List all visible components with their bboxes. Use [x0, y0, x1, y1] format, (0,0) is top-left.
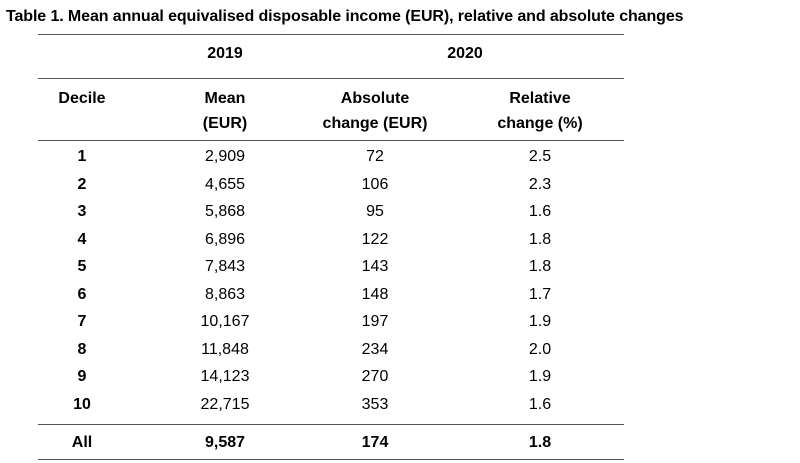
cell-decile: 8 — [77, 341, 87, 358]
cell-mean: 6,896 — [204, 231, 246, 248]
header-rel-line2: change (%) — [497, 115, 583, 132]
total-mean: 9,587 — [204, 434, 246, 451]
cell-abs: 148 — [361, 286, 389, 303]
bottom-rule — [38, 459, 624, 460]
total-rule — [38, 424, 624, 425]
cell-abs: 353 — [361, 396, 389, 413]
cell-decile: 4 — [77, 231, 87, 248]
year-header-2020: 2020 — [447, 45, 483, 62]
cell-rel: 1.7 — [528, 286, 552, 303]
cell-decile: 7 — [77, 313, 87, 330]
cell-mean: 5,868 — [204, 203, 246, 220]
cell-mean: 2,909 — [204, 148, 246, 165]
cell-mean: 8,863 — [204, 286, 246, 303]
cell-abs: 122 — [361, 231, 389, 248]
cell-rel: 1.8 — [528, 258, 552, 275]
header-mean-line1: Mean — [204, 90, 246, 107]
cell-abs: 270 — [361, 368, 389, 385]
header-abs-line1: Absolute — [340, 90, 410, 107]
cell-decile: 1 — [77, 148, 87, 165]
total-decile: All — [71, 434, 93, 451]
cell-abs: 234 — [361, 341, 389, 358]
cell-rel: 2.5 — [528, 148, 552, 165]
cell-decile: 6 — [77, 286, 87, 303]
cell-decile: 2 — [77, 176, 87, 193]
year-header-2019: 2019 — [207, 45, 243, 62]
header-mean-line2: (EUR) — [202, 115, 248, 132]
table-title: Table 1. Mean annual equivalised disposa… — [6, 8, 684, 25]
cell-mean: 7,843 — [204, 258, 246, 275]
cell-abs: 72 — [366, 148, 384, 165]
cell-rel: 1.6 — [528, 396, 552, 413]
top-rule — [38, 34, 624, 35]
cell-rel: 1.9 — [528, 313, 552, 330]
cell-mean: 11,848 — [201, 341, 249, 358]
cell-decile: 10 — [73, 396, 91, 413]
cell-mean: 22,715 — [200, 396, 250, 413]
cell-rel: 1.8 — [528, 231, 552, 248]
cell-decile: 3 — [77, 203, 87, 220]
total-abs: 174 — [361, 434, 389, 451]
cell-abs: 106 — [361, 176, 389, 193]
cell-abs: 197 — [361, 313, 389, 330]
cell-rel: 1.9 — [528, 368, 552, 385]
cell-mean: 10,167 — [200, 313, 250, 330]
cell-abs: 143 — [361, 258, 389, 275]
cell-mean: 4,655 — [204, 176, 246, 193]
cell-decile: 5 — [77, 258, 87, 275]
cell-rel: 2.3 — [528, 176, 552, 193]
header-decile: Decile — [58, 90, 106, 107]
header-abs-line2: change (EUR) — [322, 115, 428, 132]
cell-mean: 14,123 — [200, 368, 250, 385]
cell-rel: 1.6 — [528, 203, 552, 220]
cell-rel: 2.0 — [528, 341, 552, 358]
cell-decile: 9 — [77, 368, 87, 385]
header-rel-line1: Relative — [509, 90, 571, 107]
year-rule — [38, 78, 624, 79]
cell-abs: 95 — [366, 203, 384, 220]
total-rel: 1.8 — [528, 434, 552, 451]
header-rule — [38, 140, 624, 141]
